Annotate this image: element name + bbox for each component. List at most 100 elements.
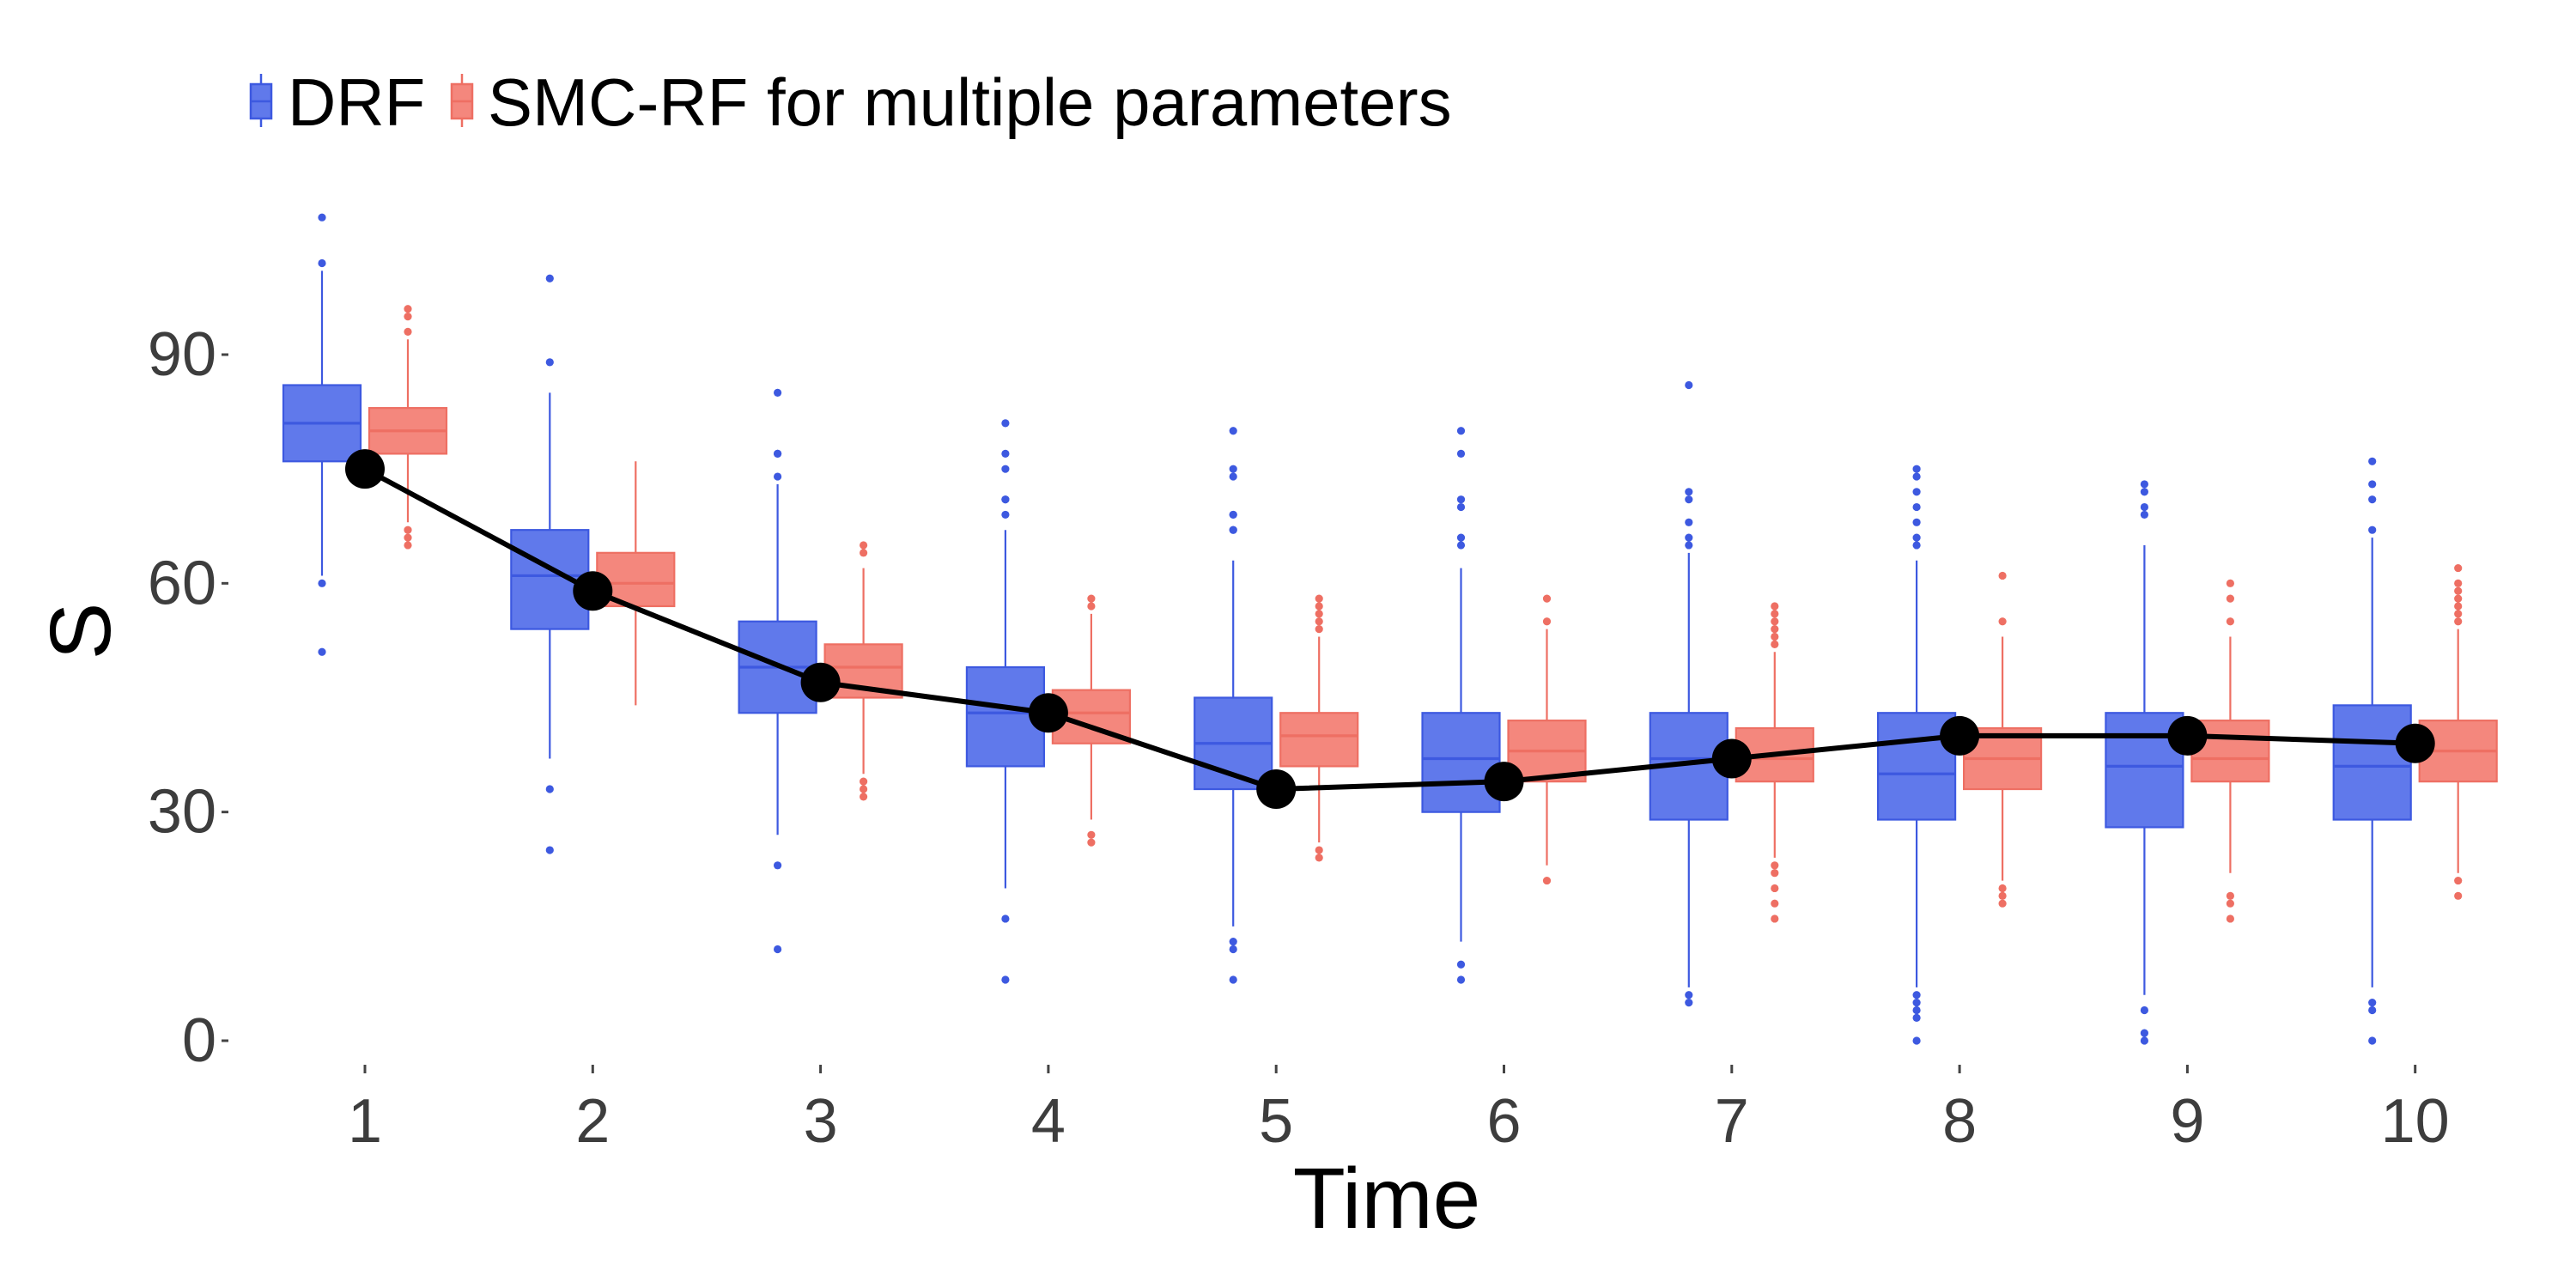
outlier-point	[1771, 640, 1779, 648]
outlier-point	[1001, 419, 1010, 428]
outlier-point	[1912, 1005, 1921, 1015]
outlier-point	[1542, 617, 1552, 626]
outlier-point	[2368, 999, 2377, 1007]
outlier-point	[404, 533, 412, 542]
outlier-point	[1998, 884, 2007, 893]
outlier-point	[1229, 472, 1237, 481]
outlier-point	[1001, 914, 1010, 923]
outlier-point	[1998, 891, 2007, 900]
x-tick-label: 1	[348, 1087, 382, 1156]
outlier-point	[1998, 899, 2007, 908]
legend: DRF SMC-RF for multiple parameters	[249, 64, 1452, 140]
outlier-point	[2368, 457, 2377, 465]
outlier-point	[1685, 518, 1693, 526]
outlier-point	[1542, 876, 1552, 885]
outlier-point	[1001, 449, 1010, 459]
x-tick-label: 4	[1031, 1087, 1066, 1156]
y-axis: 0 30 60 90	[148, 320, 228, 1075]
outlier-point	[404, 313, 412, 321]
outlier-point	[1456, 541, 1466, 550]
observed-point	[1711, 738, 1752, 779]
outlier-point	[2226, 594, 2234, 603]
outlier-point	[2140, 1036, 2148, 1045]
observed-point	[2167, 715, 2208, 756]
outlier-point	[2140, 1005, 2148, 1015]
outlier-point	[1998, 617, 2007, 626]
outlier-point	[318, 213, 326, 222]
outlier-point	[1771, 625, 1779, 634]
outlier-point	[1229, 945, 1237, 954]
outlier-point	[2368, 1005, 2377, 1015]
outlier-point	[1685, 999, 1693, 1007]
outlier-point	[1912, 465, 1921, 473]
outlier-point	[404, 526, 412, 534]
outlier-point	[1912, 518, 1921, 526]
outlier-point	[318, 579, 326, 587]
outlier-point	[1771, 861, 1779, 870]
outlier-point	[774, 472, 782, 481]
outlier-point	[1315, 602, 1323, 611]
outlier-point	[1912, 502, 1921, 512]
outlier-point	[774, 449, 782, 459]
x-tick-label: 7	[1715, 1087, 1749, 1156]
outlier-point	[1001, 975, 1010, 984]
observed-point	[1256, 769, 1297, 810]
box-drf	[1421, 712, 1501, 813]
outlier-point	[1315, 617, 1323, 626]
outlier-point	[545, 785, 554, 793]
outlier-point	[1456, 449, 1466, 459]
outlier-point	[1771, 610, 1779, 618]
outlier-point	[2140, 1029, 2148, 1037]
outlier-point	[2454, 610, 2463, 618]
outlier-point	[1229, 526, 1237, 534]
outlier-point	[1771, 617, 1779, 626]
box-series	[282, 213, 2498, 1045]
outlier-point	[1685, 541, 1693, 550]
outlier-point	[1229, 937, 1237, 946]
outlier-point	[1229, 510, 1237, 519]
observed-point	[573, 571, 613, 611]
outlier-point	[404, 305, 412, 313]
outlier-point	[2226, 914, 2234, 923]
outlier-point	[1456, 960, 1466, 969]
outlier-point	[1315, 846, 1323, 854]
series-smc	[368, 305, 2498, 923]
observed-series	[345, 449, 2435, 810]
box-smc	[1279, 712, 1359, 768]
outlier-point	[2368, 495, 2377, 504]
outlier-point	[1456, 975, 1466, 984]
outlier-point	[1771, 869, 1779, 878]
outlier-point	[2454, 594, 2463, 603]
x-tick-label: 5	[1259, 1087, 1293, 1156]
outlier-point	[1315, 854, 1323, 862]
outlier-point	[1771, 884, 1779, 893]
outlier-point	[1229, 427, 1237, 435]
legend-label-smc: SMC-RF for multiple parameters	[488, 64, 1452, 140]
outlier-point	[2226, 891, 2234, 900]
outlier-point	[1912, 991, 1921, 999]
outlier-point	[1685, 533, 1693, 542]
outlier-point	[1912, 1036, 1921, 1045]
outlier-point	[1912, 488, 1921, 496]
outlier-point	[2454, 579, 2463, 587]
outlier-point	[1912, 533, 1921, 542]
x-tick-label: 6	[1486, 1087, 1521, 1156]
box-drf	[2332, 704, 2412, 821]
outlier-point	[1087, 838, 1096, 847]
outlier-point	[1542, 594, 1552, 603]
outlier-point	[1456, 495, 1466, 504]
outlier-point	[1771, 899, 1779, 908]
outlier-point	[860, 785, 868, 793]
outlier-point	[774, 861, 782, 870]
outlier-point	[1771, 914, 1779, 923]
outlier-point	[2368, 480, 2377, 489]
outlier-point	[2454, 602, 2463, 611]
outlier-point	[1685, 991, 1693, 999]
observed-point	[2395, 723, 2435, 763]
outlier-point	[318, 258, 326, 268]
outlier-point	[2454, 617, 2463, 626]
x-tick-label: 9	[2170, 1087, 2204, 1156]
outlier-point	[1087, 830, 1096, 839]
outlier-point	[404, 541, 412, 550]
